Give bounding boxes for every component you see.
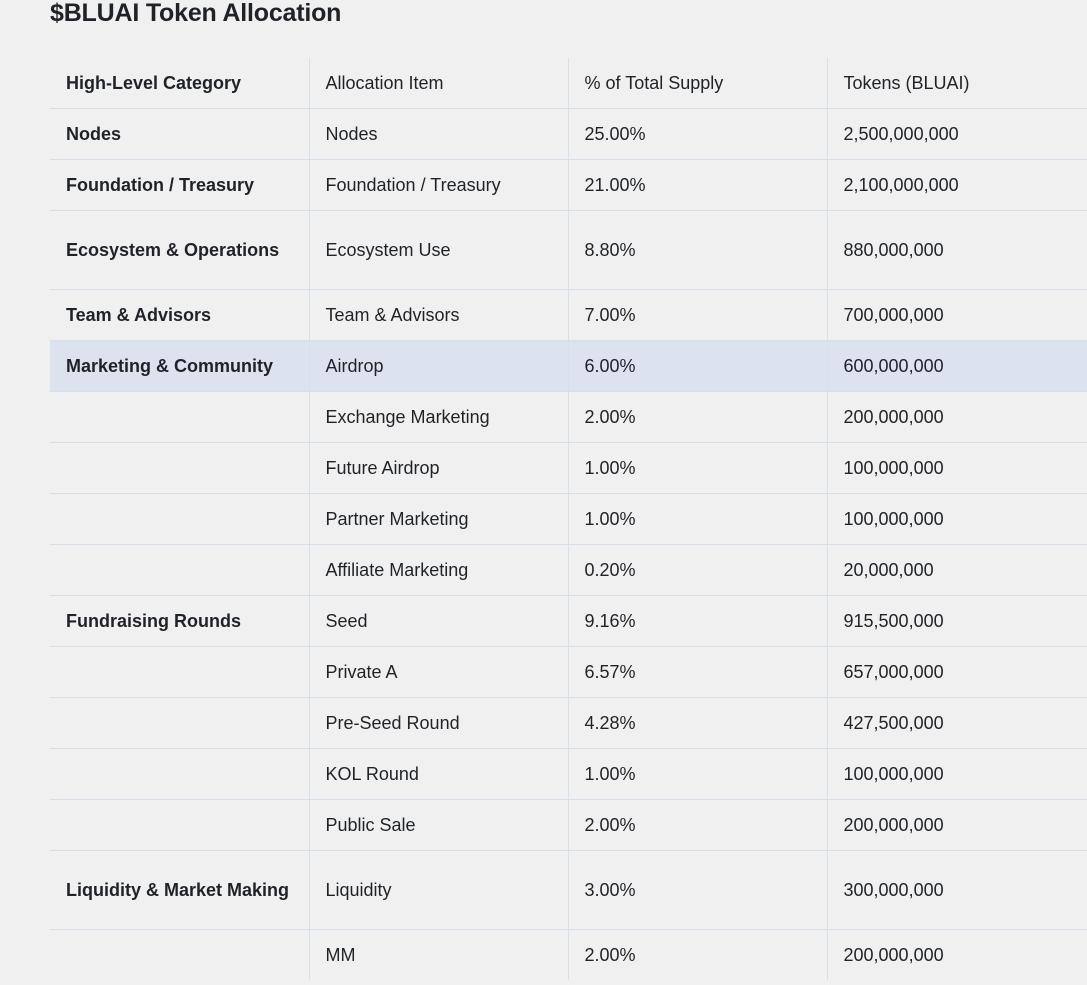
cell-tokens: 200,000,000 <box>826 391 1087 443</box>
cell-percent: 25.00% <box>567 108 827 160</box>
cell-percent: 2.00% <box>567 391 827 443</box>
cell-tokens: 2,500,000,000 <box>826 108 1087 160</box>
cell-category <box>50 748 309 800</box>
cell-tokens: 200,000,000 <box>826 929 1087 980</box>
cell-percent: 0.20% <box>567 544 827 596</box>
cell-percent: 4.28% <box>567 697 827 749</box>
cell-tokens: 2,100,000,000 <box>826 159 1087 211</box>
table-row: Foundation / Treasury Foundation / Treasu… <box>50 159 1087 211</box>
cell-percent: 9.16% <box>567 595 827 647</box>
cell-category <box>50 544 309 596</box>
cell-tokens: 700,000,000 <box>826 289 1087 341</box>
header-item: Allocation Item <box>308 58 568 109</box>
cell-percent: 21.00% <box>567 159 827 211</box>
cell-category: Team & Advisors <box>50 289 309 341</box>
cell-category: Ecosystem & Operations <box>50 210 309 290</box>
cell-category <box>50 799 309 851</box>
table-row: Pre-Seed Round 4.28% 427,500,000 <box>50 697 1087 749</box>
table-row: Ecosystem & Operations Ecosystem Use 8.80%… <box>50 210 1087 290</box>
cell-tokens: 880,000,000 <box>826 210 1087 290</box>
cell-category <box>50 493 309 545</box>
cell-item: Public Sale <box>308 799 568 851</box>
cell-item: Pre-Seed Round <box>308 697 568 749</box>
cell-item: Nodes <box>308 108 568 160</box>
cell-percent: 7.00% <box>567 289 827 341</box>
cell-item: Future Airdrop <box>308 442 568 494</box>
header-tokens: Tokens (BLUAI) <box>826 58 1087 109</box>
cell-category: Liquidity & Market Making <box>50 850 309 930</box>
cell-tokens: 20,000,000 <box>826 544 1087 596</box>
cell-category: Fundraising Rounds <box>50 595 309 647</box>
table-row: Fundraising Rounds Seed 9.16% 915,500,000 <box>50 595 1087 647</box>
cell-item: Ecosystem Use <box>308 210 568 290</box>
cell-item: Affiliate Marketing <box>308 544 568 596</box>
cell-item: Foundation / Treasury <box>308 159 568 211</box>
cell-item: MM <box>308 929 568 980</box>
cell-category <box>50 930 309 981</box>
cell-category <box>50 697 309 749</box>
cell-category: Marketing & Community <box>50 340 309 392</box>
cell-tokens: 600,000,000 <box>826 340 1087 392</box>
table-row: Private A 6.57% 657,000,000 <box>50 646 1087 698</box>
cell-percent: 1.00% <box>567 748 827 800</box>
cell-category <box>50 442 309 494</box>
cell-percent: 1.00% <box>567 493 827 545</box>
table-row: Team & Advisors Team & Advisors 7.00% 700,0… <box>50 289 1087 341</box>
cell-item: Private A <box>308 646 568 698</box>
cell-percent: 2.00% <box>567 929 827 980</box>
table-row: MM 2.00% 200,000,000 <box>50 929 1087 981</box>
table-row: KOL Round 1.00% 100,000,000 <box>50 748 1087 800</box>
cell-item: Liquidity <box>308 850 568 930</box>
cell-percent: 8.80% <box>567 210 827 290</box>
cell-tokens: 915,500,000 <box>826 595 1087 647</box>
cell-tokens: 100,000,000 <box>826 442 1087 494</box>
cell-percent: 6.00% <box>567 340 827 392</box>
cell-percent: 1.00% <box>567 442 827 494</box>
cell-category: Foundation / Treasury <box>50 159 309 211</box>
cell-tokens: 100,000,000 <box>826 748 1087 800</box>
cell-item: Seed <box>308 595 568 647</box>
page-title: $BLUAI Token Allocation <box>50 0 342 27</box>
cell-item: KOL Round <box>308 748 568 800</box>
cell-tokens: 657,000,000 <box>826 646 1087 698</box>
token-allocation-table: High-Level Category Allocation Item % of… <box>50 58 1087 980</box>
cell-tokens: 427,500,000 <box>826 697 1087 749</box>
table-row: Public Sale 2.00% 200,000,000 <box>50 799 1087 851</box>
cell-percent: 2.00% <box>567 799 827 851</box>
cell-item: Partner Marketing <box>308 493 568 545</box>
table-row: Future Airdrop 1.00% 100,000,000 <box>50 442 1087 494</box>
cell-tokens: 100,000,000 <box>826 493 1087 545</box>
table-row: Liquidity & Market Making Liquidity 3.00% 3… <box>50 850 1087 930</box>
header-percent: % of Total Supply <box>567 58 827 109</box>
cell-item: Team & Advisors <box>308 289 568 341</box>
cell-tokens: 200,000,000 <box>826 799 1087 851</box>
header-category: High-Level Category <box>50 58 309 109</box>
table-row: Affiliate Marketing 0.20% 20,000,000 <box>50 544 1087 596</box>
cell-category <box>50 646 309 698</box>
cell-category: Nodes <box>50 108 309 160</box>
cell-percent: 6.57% <box>567 646 827 698</box>
table-row: Marketing & Community Airdrop 6.00% 600,000… <box>50 340 1087 392</box>
cell-item: Exchange Marketing <box>308 391 568 443</box>
table-row: Exchange Marketing 2.00% 200,000,000 <box>50 391 1087 443</box>
cell-category <box>50 391 309 443</box>
table-row: Partner Marketing 1.00% 100,000,000 <box>50 493 1087 545</box>
cell-percent: 3.00% <box>567 850 827 930</box>
table-header-row: High-Level Category Allocation Item % of… <box>50 58 1087 109</box>
cell-tokens: 300,000,000 <box>826 850 1087 930</box>
cell-item: Airdrop <box>308 340 568 392</box>
table-row: Nodes Nodes 25.00% 2,500,000,000 <box>50 108 1087 160</box>
